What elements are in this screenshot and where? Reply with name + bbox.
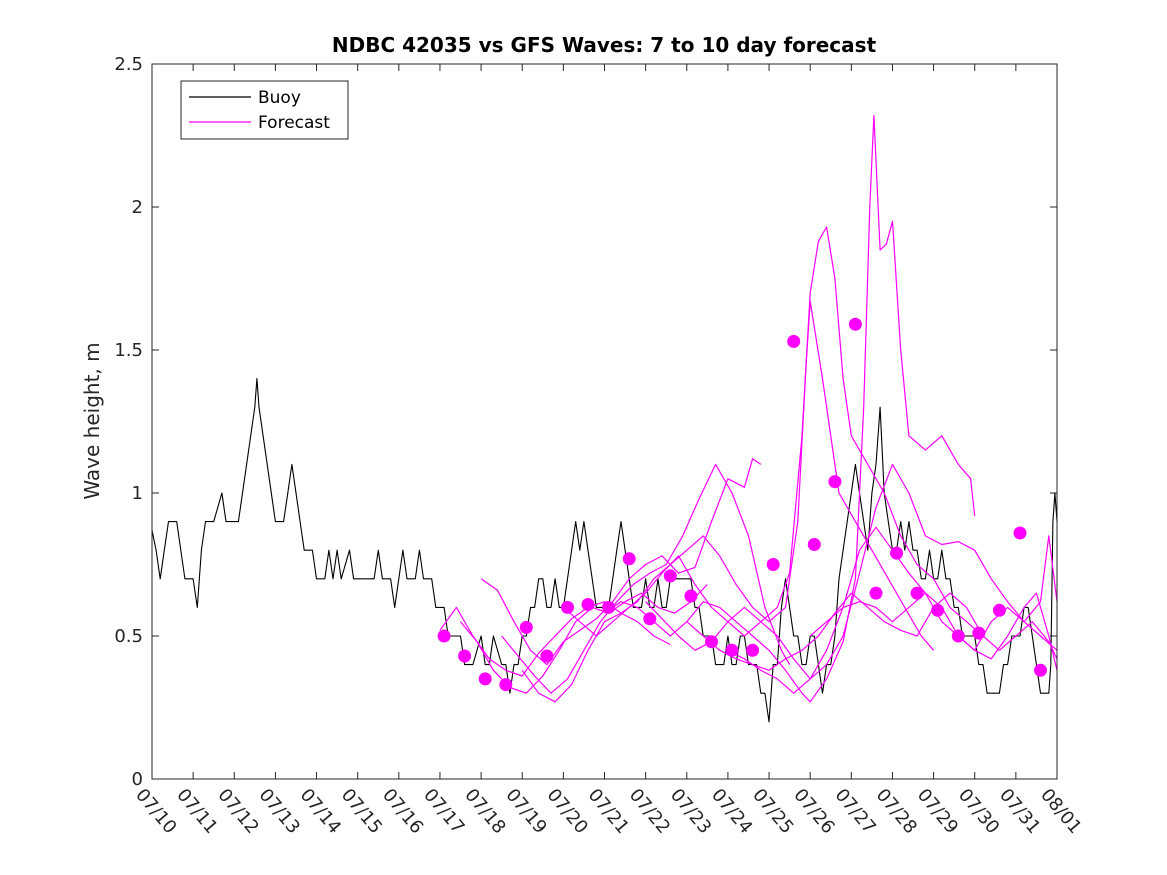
forecast-point bbox=[766, 558, 780, 571]
forecast-point bbox=[848, 317, 862, 331]
y-axis-label: Wave height, m bbox=[80, 342, 104, 499]
forecast-series-line bbox=[563, 226, 984, 637]
forecast-point bbox=[499, 678, 513, 692]
forecast-series-line bbox=[460, 584, 708, 694]
y-tick-label: 2 bbox=[132, 197, 143, 218]
forecast-series-line bbox=[480, 458, 762, 666]
legend-buoy-label: Buoy bbox=[258, 88, 301, 108]
forecast-series-line bbox=[727, 526, 1057, 694]
forecast-point bbox=[807, 538, 821, 551]
forecast-point bbox=[890, 546, 904, 560]
plot-area: 00.511.522.507/1007/1107/1207/1307/1407/… bbox=[114, 54, 1085, 838]
y-tick-label: 1 bbox=[132, 483, 143, 504]
forecast-point bbox=[705, 635, 718, 649]
y-tick-label: 1.5 bbox=[114, 340, 143, 361]
y-tick-label: 0.5 bbox=[114, 626, 143, 647]
legend-box bbox=[180, 80, 349, 140]
forecast-point bbox=[540, 649, 554, 663]
data-layer bbox=[152, 114, 1057, 723]
forecast-point bbox=[561, 600, 574, 614]
forecast-point bbox=[581, 598, 595, 611]
forecast-point bbox=[972, 626, 986, 640]
axes-frame bbox=[151, 63, 1058, 780]
forecast-point bbox=[1034, 663, 1047, 677]
y-tick-label: 2.5 bbox=[114, 54, 143, 75]
forecast-series-line bbox=[686, 592, 1057, 671]
forecast-point bbox=[931, 603, 945, 617]
forecast-point bbox=[437, 629, 451, 643]
forecast-point bbox=[663, 569, 677, 583]
forecast-point bbox=[828, 475, 842, 489]
forecast-point bbox=[622, 552, 636, 566]
forecast-point bbox=[684, 589, 698, 603]
forecast-point bbox=[869, 586, 883, 600]
y-tick-label: 0 bbox=[132, 769, 143, 790]
forecast-point bbox=[746, 643, 760, 657]
forecast-point bbox=[602, 600, 616, 614]
forecast-point bbox=[725, 643, 739, 657]
legend: Buoy Forecast bbox=[180, 80, 349, 140]
chart-title: NDBC 42035 vs GFS Waves: 7 to 10 day for… bbox=[332, 33, 877, 57]
forecast-point bbox=[478, 672, 492, 686]
forecast-point bbox=[787, 334, 801, 348]
legend-forecast-label: Forecast bbox=[258, 113, 330, 133]
forecast-point bbox=[992, 603, 1006, 617]
forecast-point bbox=[1013, 526, 1027, 540]
forecast-point bbox=[643, 612, 657, 626]
forecast-point bbox=[519, 620, 533, 634]
axes-background bbox=[152, 64, 1057, 779]
forecast-series-line bbox=[501, 463, 791, 694]
forecast-point bbox=[910, 586, 924, 600]
forecast-point bbox=[951, 629, 965, 643]
forecast-point bbox=[458, 649, 472, 663]
forecast-series-line bbox=[604, 114, 976, 703]
